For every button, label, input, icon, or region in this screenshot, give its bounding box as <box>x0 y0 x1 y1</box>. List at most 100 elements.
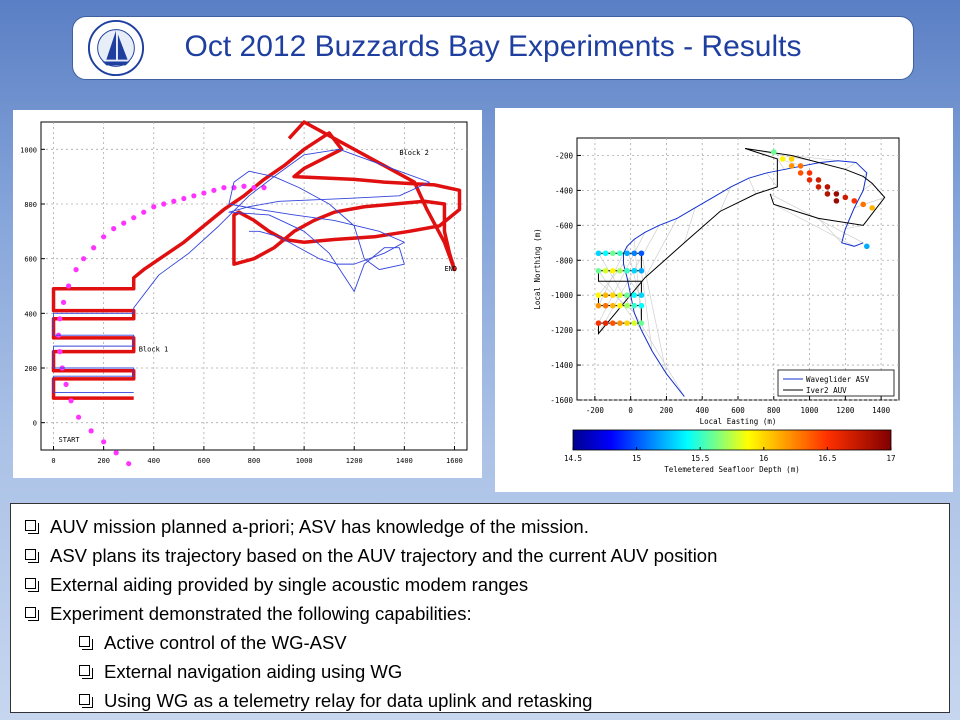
magenta-point <box>88 428 94 434</box>
x-tick-label: 600 <box>731 406 745 415</box>
checkbox-bullet-icon <box>79 636 93 650</box>
y-tick-label: -800 <box>555 256 574 265</box>
colorbar-tick-label: 15 <box>632 454 641 463</box>
depth-point <box>631 292 638 298</box>
x-tick-label: 800 <box>767 406 781 415</box>
range-link-line <box>791 155 839 162</box>
bullet-text: Experiment demonstrated the following ca… <box>50 603 472 624</box>
depth-point <box>815 184 822 190</box>
x-tick-label: 200 <box>97 457 110 465</box>
range-link-line <box>644 218 678 278</box>
range-link-line <box>641 270 653 352</box>
range-link-line <box>845 162 857 170</box>
magenta-point <box>101 234 107 240</box>
x-tick-label: 400 <box>695 406 709 415</box>
depth-point <box>595 320 602 326</box>
colorbar-tick-label: 16 <box>759 454 769 463</box>
magenta-point <box>181 195 187 202</box>
magenta-point <box>111 226 117 232</box>
depth-point <box>833 198 840 204</box>
x-tick-label: 800 <box>248 457 261 465</box>
magenta-point <box>57 316 63 322</box>
y-tick-label: 600 <box>24 256 37 264</box>
depth-point <box>806 177 813 183</box>
x-tick-label: -200 <box>586 406 605 415</box>
magenta-point <box>211 187 217 193</box>
annotation-label: Block 2 <box>399 149 429 157</box>
x-tick-label: 1200 <box>346 457 363 465</box>
depth-point <box>631 250 638 257</box>
depth-point <box>617 250 623 257</box>
telemetry-depth-chart: -200 0 200 400 600 800 1000 1200 1400 -200 -400 -60… <box>533 137 900 474</box>
depth-point <box>638 292 645 298</box>
annotation-label: START <box>59 436 81 444</box>
magenta-point <box>141 209 147 215</box>
magenta-point <box>151 204 157 210</box>
magenta-point <box>73 267 79 273</box>
annotation-label: Block 1 <box>139 346 169 354</box>
magenta-point <box>65 283 72 289</box>
depth-point <box>864 243 870 250</box>
bullet-subitem: Using WG as a telemetry relay for data u… <box>11 686 949 715</box>
depth-point <box>595 250 602 257</box>
x-tick-label: 0 <box>51 457 55 465</box>
depth-point <box>609 250 616 257</box>
bullet-text: ASV plans its trajectory based on the AU… <box>50 545 718 566</box>
magenta-point <box>63 381 69 387</box>
x-tick-label: 600 <box>198 457 211 465</box>
magenta-point <box>241 183 247 189</box>
range-link-line <box>863 183 873 191</box>
checkbox-bullet-icon <box>25 549 39 563</box>
x-tick-label: 1600 <box>446 457 463 465</box>
depth-point <box>869 205 875 211</box>
bullet-text: External navigation aiding using WG <box>104 661 403 682</box>
depth-point <box>770 149 777 155</box>
depth-point <box>631 320 638 326</box>
colorbar <box>572 429 892 451</box>
depth-point <box>797 170 804 176</box>
colorbar-tick-label: 15.5 <box>691 454 709 463</box>
depth-point <box>609 320 616 326</box>
colorbar-tick-label: 16.5 <box>818 454 836 463</box>
y-tick-label: -400 <box>555 186 574 195</box>
y-tick-label: -1000 <box>550 291 573 300</box>
magenta-point <box>171 198 177 204</box>
checkbox-bullet-icon <box>25 607 39 621</box>
range-link-line <box>818 218 843 244</box>
depth-point <box>806 170 813 176</box>
range-link-line <box>719 186 732 212</box>
depth-point <box>788 163 795 169</box>
depth-point <box>609 302 616 309</box>
bullet-item: External aiding provided by single acous… <box>11 570 949 599</box>
depth-point <box>824 191 831 197</box>
magenta-point <box>81 256 87 262</box>
depth-point <box>617 267 623 274</box>
y-tick-label: -1400 <box>550 361 573 370</box>
y-tick-label: 0 <box>33 420 37 428</box>
depth-point <box>602 320 609 326</box>
legend-label: Iver2 AUV <box>806 386 847 395</box>
y-tick-label: 1000 <box>20 146 37 154</box>
magenta-point <box>113 450 119 456</box>
range-link-line <box>773 204 855 247</box>
bullet-text: Using WG as a telemetry relay for data u… <box>104 690 593 711</box>
depth-point <box>779 156 786 162</box>
depth-point <box>624 250 630 257</box>
y-tick-label: -1600 <box>550 396 573 405</box>
magenta-point <box>261 185 267 191</box>
colorbar-tick-label: 17 <box>886 454 895 463</box>
range-link-line <box>598 225 660 334</box>
depth-point <box>851 198 858 204</box>
depth-point <box>602 302 609 309</box>
depth-point <box>595 292 602 298</box>
x-tick-label: 200 <box>660 406 674 415</box>
range-link-line <box>777 158 785 170</box>
depth-point <box>797 163 804 169</box>
bullet-text: External aiding provided by single acous… <box>50 574 529 595</box>
checkbox-bullet-icon <box>25 520 39 534</box>
magenta-point <box>68 398 74 404</box>
depth-point <box>624 292 630 298</box>
x-axis-label: Local Easting (m) <box>700 417 777 426</box>
magenta-point <box>121 220 127 226</box>
page-title: Oct 2012 Buzzards Bay Experiments - Resu… <box>184 30 802 63</box>
